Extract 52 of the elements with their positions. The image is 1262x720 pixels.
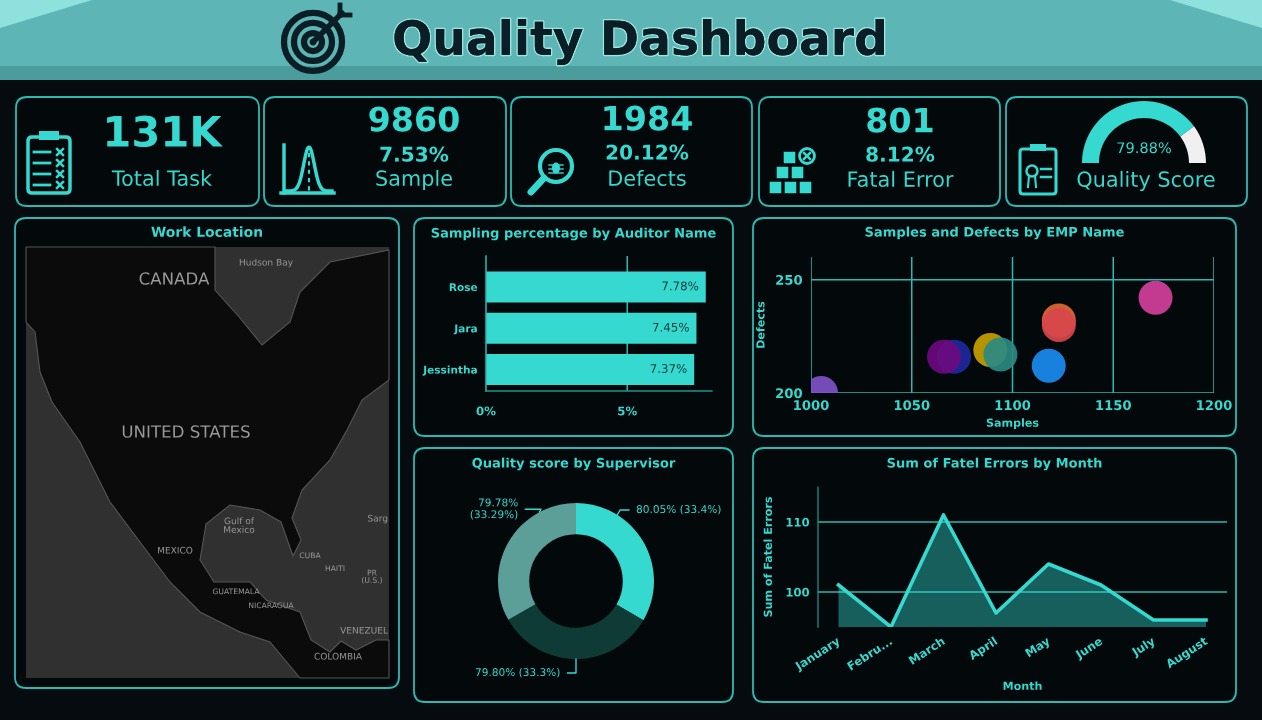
chart-title: Sampling percentage by Auditor Name <box>431 227 716 241</box>
text: 7.53% <box>380 146 449 162</box>
text: Gulf of Mexico <box>224 517 255 533</box>
y-tick-label: Jara <box>453 324 477 335</box>
x-tick-label: 1000 <box>794 400 829 411</box>
x-tick-label: 1100 <box>995 400 1031 411</box>
y-tick-label: Rose <box>449 283 478 292</box>
text: 20.12% <box>606 144 689 160</box>
data-label: 79.80% (33.3%) <box>475 667 560 678</box>
text: Work Location <box>151 226 262 238</box>
y-axis-title: Defects <box>756 301 765 348</box>
data-label: 7.78% <box>662 281 699 291</box>
x-axis-title: Month <box>1003 681 1042 691</box>
text: VENEZUEL <box>340 626 388 634</box>
x-tick-label: May <box>1024 636 1053 660</box>
x-tick-label: 0% <box>476 406 496 416</box>
text: Fatal Error <box>848 170 954 188</box>
x-tick-label: 1150 <box>1096 400 1131 411</box>
y-tick-label: 200 <box>776 388 803 399</box>
text: 9860 <box>369 106 459 132</box>
x-tick-label: 1200 <box>1197 400 1232 411</box>
text: Quality Score <box>1077 170 1215 192</box>
text: Defects <box>609 169 686 187</box>
data-label: 7.45% <box>652 322 689 332</box>
chart-title: Sum of Fatel Errors by Month <box>887 457 1102 471</box>
text: Quality Dashboard <box>394 18 884 66</box>
text: MEXICO <box>158 546 193 554</box>
y-tick-label: Jessintha <box>422 365 477 376</box>
data-label: 79.78% (33.29%) <box>470 498 518 520</box>
text: Total Task <box>111 169 213 187</box>
y-axis-title: Sum of Fatel Errors <box>763 497 773 617</box>
chart-title: Quality score by Supervisor <box>472 457 676 471</box>
text: 131K <box>107 115 223 148</box>
x-tick-label: 1050 <box>894 400 930 411</box>
text: Hudson Bay <box>239 258 293 268</box>
chart-title: Samples and Defects by EMP Name <box>865 226 1124 240</box>
x-axis-title: Samples <box>986 418 1039 430</box>
text: COLOMBIA <box>314 652 362 660</box>
text: 8.12% <box>866 146 935 162</box>
text: UNITED STATES <box>122 425 250 438</box>
text: Sarg <box>368 514 388 524</box>
data-label: 80.05% (33.4%) <box>636 504 721 515</box>
y-tick-label: 110 <box>786 517 810 527</box>
text: 801 <box>867 107 933 133</box>
data-label: 7.37% <box>650 364 687 373</box>
text: Sample <box>376 169 452 191</box>
y-tick-label: 100 <box>786 587 810 597</box>
x-tick-label: 5% <box>618 406 637 416</box>
text: 1984 <box>604 105 692 131</box>
text: CANADA <box>139 272 210 285</box>
data-label: 79.88% <box>1117 142 1171 154</box>
y-tick-label: 250 <box>776 274 803 285</box>
